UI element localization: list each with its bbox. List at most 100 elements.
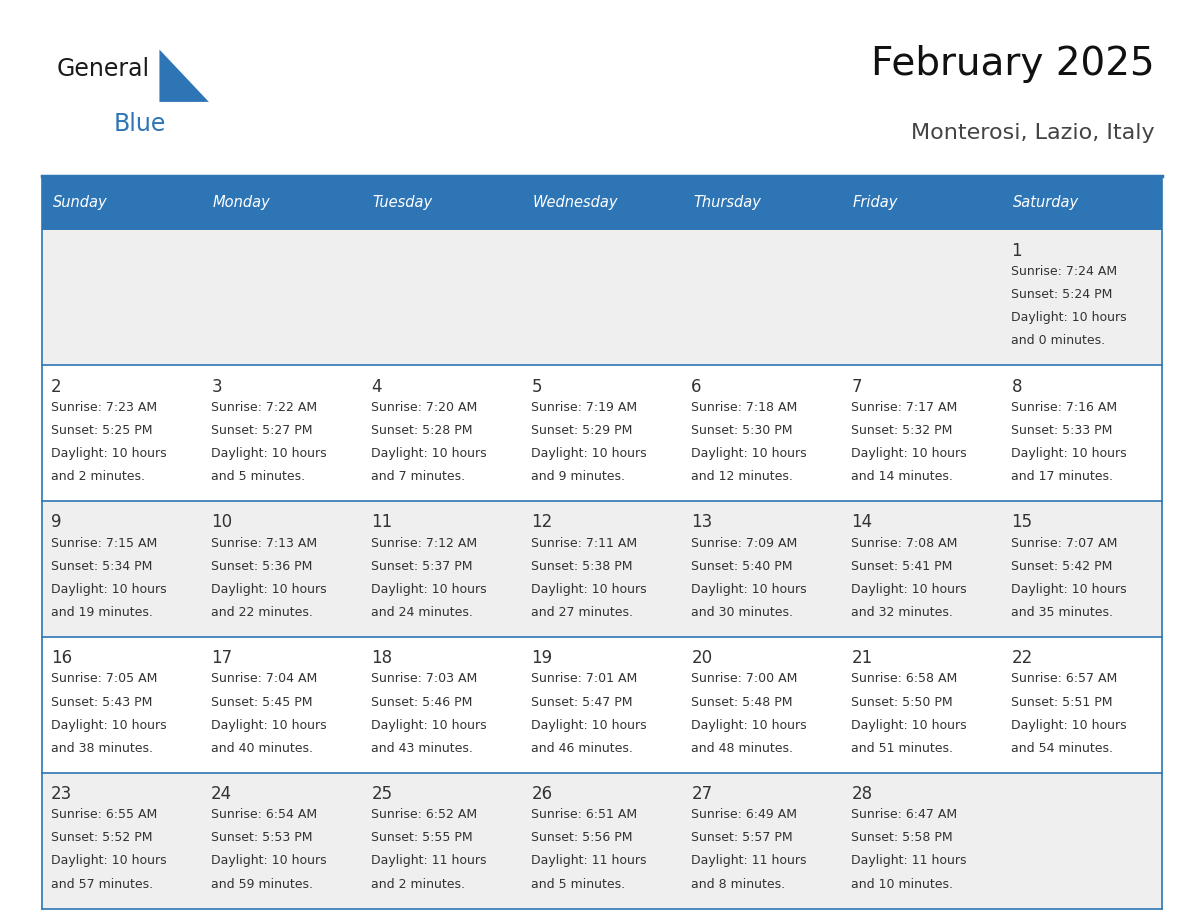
Text: Daylight: 11 hours: Daylight: 11 hours: [852, 855, 967, 868]
Text: Sunrise: 6:52 AM: Sunrise: 6:52 AM: [372, 808, 478, 822]
Text: Sunrise: 7:07 AM: Sunrise: 7:07 AM: [1011, 536, 1118, 550]
Text: Sunrise: 7:24 AM: Sunrise: 7:24 AM: [1011, 264, 1118, 278]
Text: and 8 minutes.: and 8 minutes.: [691, 878, 785, 890]
Text: Monday: Monday: [213, 196, 271, 210]
Text: and 14 minutes.: and 14 minutes.: [852, 470, 953, 483]
Text: Sunrise: 7:13 AM: Sunrise: 7:13 AM: [211, 536, 317, 550]
Text: Sunset: 5:58 PM: Sunset: 5:58 PM: [852, 832, 953, 845]
Text: and 7 minutes.: and 7 minutes.: [372, 470, 466, 483]
Text: Sunrise: 7:09 AM: Sunrise: 7:09 AM: [691, 536, 797, 550]
Text: Sunset: 5:50 PM: Sunset: 5:50 PM: [852, 696, 953, 709]
Text: Sunset: 5:53 PM: Sunset: 5:53 PM: [211, 832, 312, 845]
Text: Sunset: 5:45 PM: Sunset: 5:45 PM: [211, 696, 312, 709]
Text: Daylight: 10 hours: Daylight: 10 hours: [1011, 311, 1127, 324]
Text: Sunset: 5:47 PM: Sunset: 5:47 PM: [531, 696, 633, 709]
Text: Daylight: 10 hours: Daylight: 10 hours: [211, 855, 327, 868]
Text: Sunrise: 7:22 AM: Sunrise: 7:22 AM: [211, 400, 317, 414]
Text: 19: 19: [531, 649, 552, 667]
Text: and 5 minutes.: and 5 minutes.: [211, 470, 305, 483]
Text: Daylight: 10 hours: Daylight: 10 hours: [852, 583, 967, 596]
Text: February 2025: February 2025: [871, 45, 1155, 83]
Text: Sunrise: 7:20 AM: Sunrise: 7:20 AM: [372, 400, 478, 414]
Text: Sunset: 5:36 PM: Sunset: 5:36 PM: [211, 560, 312, 573]
Text: Sunset: 5:28 PM: Sunset: 5:28 PM: [372, 424, 473, 437]
Text: and 54 minutes.: and 54 minutes.: [1011, 742, 1113, 755]
Text: and 5 minutes.: and 5 minutes.: [531, 878, 625, 890]
Text: and 30 minutes.: and 30 minutes.: [691, 606, 794, 619]
Text: 24: 24: [211, 785, 233, 803]
Text: Daylight: 10 hours: Daylight: 10 hours: [852, 447, 967, 460]
Text: Sunrise: 6:57 AM: Sunrise: 6:57 AM: [1011, 672, 1118, 686]
Text: 21: 21: [852, 649, 873, 667]
Text: and 2 minutes.: and 2 minutes.: [51, 470, 145, 483]
Text: Daylight: 10 hours: Daylight: 10 hours: [1011, 447, 1127, 460]
Text: Daylight: 10 hours: Daylight: 10 hours: [51, 719, 166, 732]
Text: Daylight: 10 hours: Daylight: 10 hours: [51, 583, 166, 596]
Text: Thursday: Thursday: [693, 196, 760, 210]
Text: and 0 minutes.: and 0 minutes.: [1011, 334, 1106, 347]
Text: and 2 minutes.: and 2 minutes.: [372, 878, 466, 890]
Text: 23: 23: [51, 785, 72, 803]
Text: Daylight: 10 hours: Daylight: 10 hours: [531, 447, 647, 460]
Text: Sunrise: 7:12 AM: Sunrise: 7:12 AM: [372, 536, 478, 550]
Text: 1: 1: [1011, 241, 1022, 260]
Text: Daylight: 11 hours: Daylight: 11 hours: [691, 855, 807, 868]
Text: and 57 minutes.: and 57 minutes.: [51, 878, 153, 890]
Text: 12: 12: [531, 513, 552, 532]
Text: 27: 27: [691, 785, 713, 803]
Text: Sunset: 5:25 PM: Sunset: 5:25 PM: [51, 424, 153, 437]
Text: Daylight: 10 hours: Daylight: 10 hours: [531, 719, 647, 732]
Text: Blue: Blue: [114, 112, 166, 136]
Text: Monterosi, Lazio, Italy: Monterosi, Lazio, Italy: [911, 123, 1155, 142]
Text: and 46 minutes.: and 46 minutes.: [531, 742, 633, 755]
Text: and 38 minutes.: and 38 minutes.: [51, 742, 153, 755]
Text: Daylight: 10 hours: Daylight: 10 hours: [1011, 583, 1127, 596]
Text: Sunset: 5:30 PM: Sunset: 5:30 PM: [691, 424, 792, 437]
Text: Sunset: 5:29 PM: Sunset: 5:29 PM: [531, 424, 633, 437]
Text: Daylight: 10 hours: Daylight: 10 hours: [211, 583, 327, 596]
Polygon shape: [159, 50, 209, 102]
Text: Sunrise: 7:04 AM: Sunrise: 7:04 AM: [211, 672, 317, 686]
Text: 7: 7: [852, 377, 861, 396]
Text: Sunset: 5:46 PM: Sunset: 5:46 PM: [372, 696, 473, 709]
Text: Sunrise: 6:55 AM: Sunrise: 6:55 AM: [51, 808, 158, 822]
Text: Daylight: 10 hours: Daylight: 10 hours: [372, 447, 487, 460]
Text: and 48 minutes.: and 48 minutes.: [691, 742, 794, 755]
Text: Daylight: 10 hours: Daylight: 10 hours: [691, 447, 807, 460]
Text: and 51 minutes.: and 51 minutes.: [852, 742, 954, 755]
Text: 26: 26: [531, 785, 552, 803]
Text: Saturday: Saturday: [1013, 196, 1079, 210]
Text: and 32 minutes.: and 32 minutes.: [852, 606, 953, 619]
Text: and 9 minutes.: and 9 minutes.: [531, 470, 625, 483]
Text: and 43 minutes.: and 43 minutes.: [372, 742, 473, 755]
Text: and 12 minutes.: and 12 minutes.: [691, 470, 794, 483]
Text: 28: 28: [852, 785, 872, 803]
Text: Sunrise: 6:58 AM: Sunrise: 6:58 AM: [852, 672, 958, 686]
Text: and 10 minutes.: and 10 minutes.: [852, 878, 954, 890]
Text: Sunset: 5:43 PM: Sunset: 5:43 PM: [51, 696, 152, 709]
Text: Sunrise: 7:15 AM: Sunrise: 7:15 AM: [51, 536, 158, 550]
Text: Sunset: 5:33 PM: Sunset: 5:33 PM: [1011, 424, 1113, 437]
Text: and 22 minutes.: and 22 minutes.: [211, 606, 314, 619]
Text: Sunset: 5:48 PM: Sunset: 5:48 PM: [691, 696, 792, 709]
Text: and 17 minutes.: and 17 minutes.: [1011, 470, 1113, 483]
Text: Sunset: 5:56 PM: Sunset: 5:56 PM: [531, 832, 633, 845]
Text: Daylight: 10 hours: Daylight: 10 hours: [1011, 719, 1127, 732]
Text: Tuesday: Tuesday: [373, 196, 432, 210]
Text: Sunset: 5:27 PM: Sunset: 5:27 PM: [211, 424, 312, 437]
Text: Sunset: 5:51 PM: Sunset: 5:51 PM: [1011, 696, 1113, 709]
Text: and 35 minutes.: and 35 minutes.: [1011, 606, 1113, 619]
Text: Sunrise: 7:03 AM: Sunrise: 7:03 AM: [372, 672, 478, 686]
Text: 25: 25: [372, 785, 392, 803]
Text: Sunrise: 7:18 AM: Sunrise: 7:18 AM: [691, 400, 797, 414]
Text: Sunset: 5:41 PM: Sunset: 5:41 PM: [852, 560, 953, 573]
Text: Sunrise: 7:01 AM: Sunrise: 7:01 AM: [531, 672, 638, 686]
Text: 14: 14: [852, 513, 872, 532]
Text: 6: 6: [691, 377, 702, 396]
Text: Sunset: 5:40 PM: Sunset: 5:40 PM: [691, 560, 792, 573]
Text: 9: 9: [51, 513, 62, 532]
Text: and 27 minutes.: and 27 minutes.: [531, 606, 633, 619]
Text: 3: 3: [211, 377, 222, 396]
Text: 11: 11: [372, 513, 392, 532]
Text: 15: 15: [1011, 513, 1032, 532]
